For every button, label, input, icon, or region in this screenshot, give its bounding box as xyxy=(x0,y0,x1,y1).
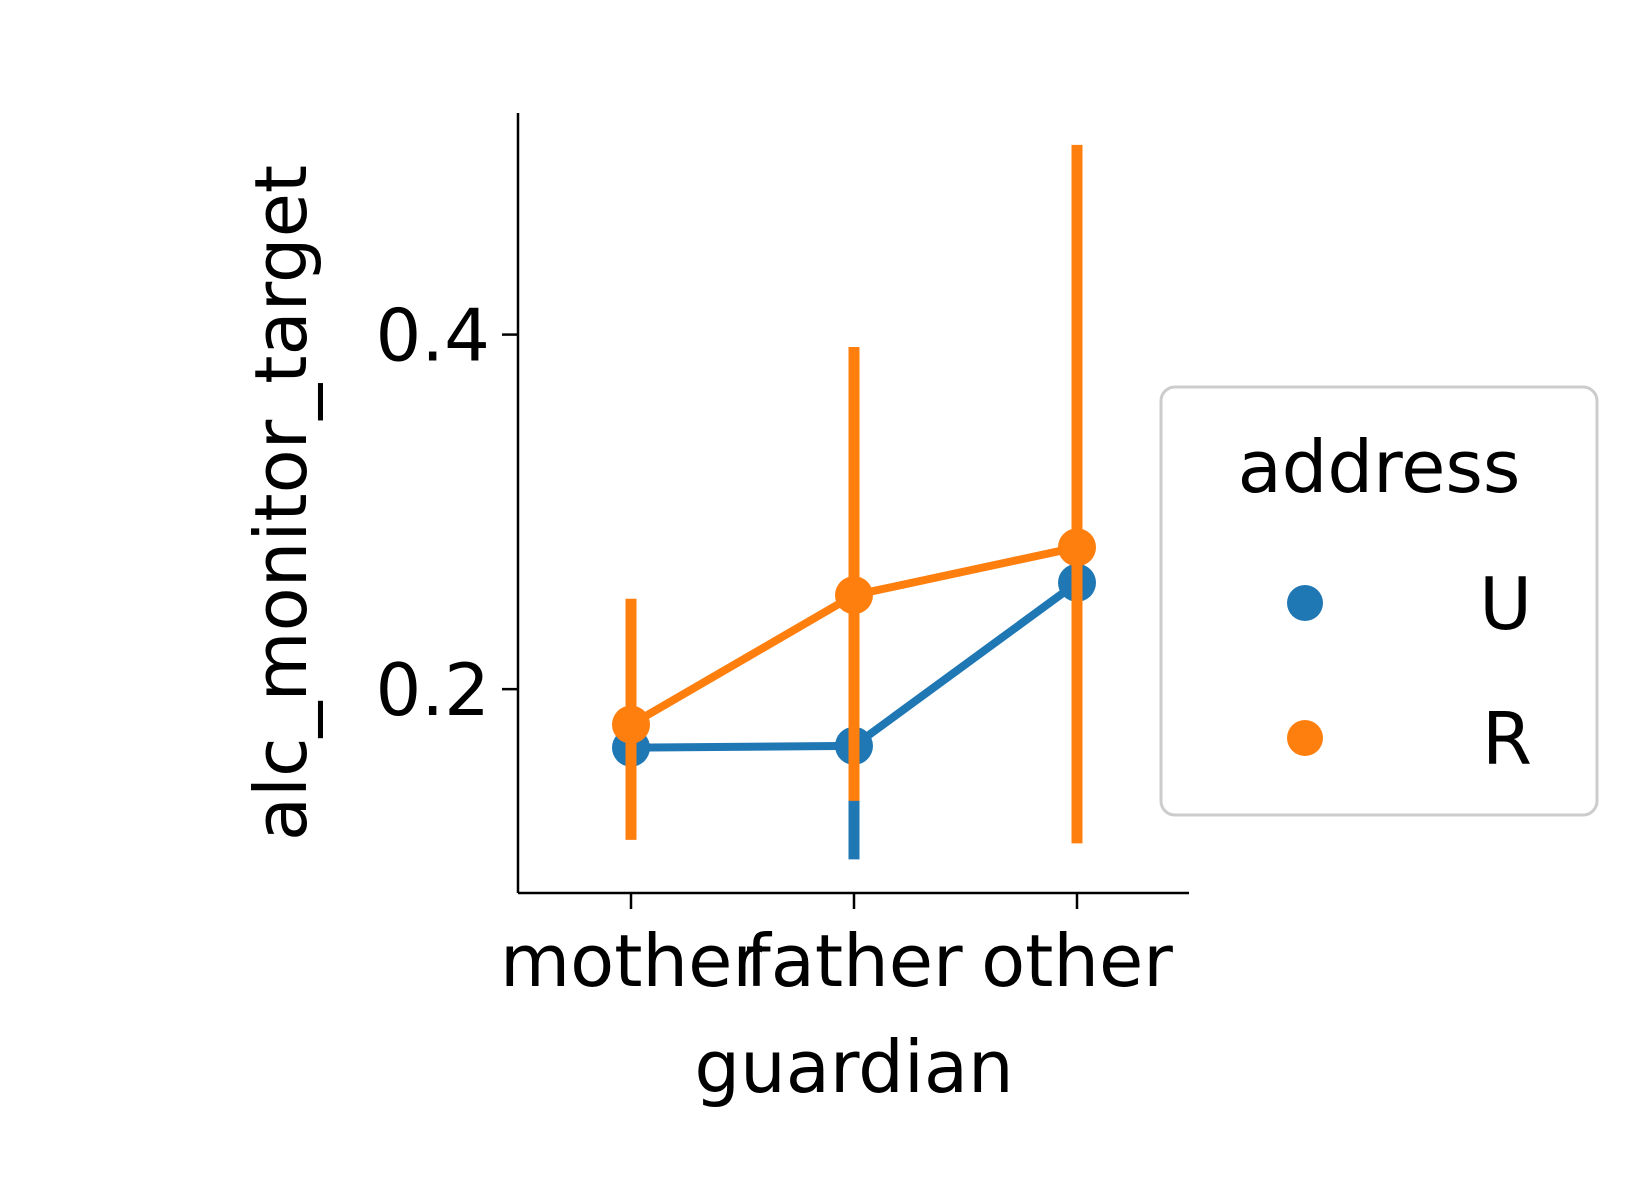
legend-marker-R xyxy=(1287,720,1323,756)
legend-entries: UR xyxy=(1287,562,1532,781)
x-tick-label: mother xyxy=(500,919,762,1003)
y-ticks: 0.2 0.4 xyxy=(375,294,518,732)
legend-frame xyxy=(1159,385,1599,817)
legend-marker-U xyxy=(1287,585,1323,621)
x-tick-label: father xyxy=(745,919,963,1003)
y-tick-label: 0.2 xyxy=(375,648,490,732)
legend: address UR xyxy=(1159,385,1599,817)
series-R xyxy=(612,144,1096,844)
data-point xyxy=(612,705,650,744)
legend-label-R: R xyxy=(1482,697,1532,781)
legend-title: address xyxy=(1238,425,1521,509)
x-tick-label: other xyxy=(981,919,1173,1003)
x-axis-title: guardian xyxy=(694,1025,1013,1109)
data-point xyxy=(835,576,873,615)
plot-area xyxy=(612,144,1096,860)
y-tick-label: 0.4 xyxy=(375,294,490,378)
legend-label-U: U xyxy=(1479,562,1532,646)
data-point xyxy=(1058,528,1096,567)
y-axis-title: alc_monitor_target xyxy=(239,165,323,841)
